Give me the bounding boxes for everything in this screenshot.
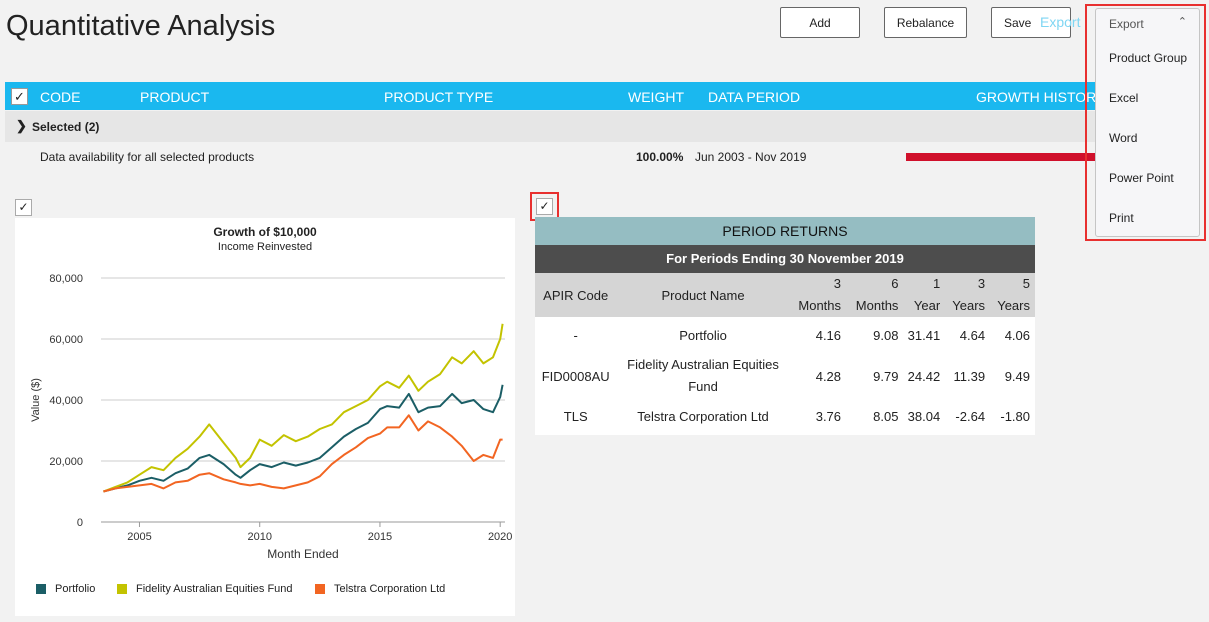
col-period: 6 Months — [846, 273, 904, 317]
legend-item-telstra[interactable]: Telstra Corporation Ltd — [315, 583, 445, 595]
return-cell: 31.41 — [903, 317, 946, 354]
export-button[interactable]: Export — [1040, 14, 1081, 30]
apir-cell: FID0008AU — [535, 354, 617, 398]
series-fidelity-line — [103, 323, 504, 493]
export-product-group[interactable]: Product Group — [1109, 51, 1188, 65]
legend-label: Telstra Corporation Ltd — [334, 583, 446, 595]
y-tick-label: 60,000 — [49, 334, 83, 346]
y-axis-label: Value ($) — [30, 378, 42, 422]
table-row: FID0008AU Fidelity Australian Equities F… — [535, 354, 1035, 398]
col-growth-history[interactable]: GROWTH HISTORY — [976, 89, 1106, 105]
export-dropdown: Export ⌃ Product Group Excel Word Power … — [1095, 8, 1200, 237]
page-title: Quantitative Analysis — [6, 10, 276, 42]
legend-swatch — [117, 584, 127, 594]
return-cell: 24.42 — [903, 354, 946, 398]
selected-group-label: Selected (2) — [32, 120, 100, 134]
x-tick-label: 2015 — [368, 531, 392, 543]
legend-swatch — [36, 584, 46, 594]
selected-group-row[interactable]: ❯ Selected (2) — [5, 111, 1115, 142]
product-cell: Portfolio — [616, 317, 790, 354]
growth-chart: Growth of $10,000 Income Reinvested 80,0… — [15, 218, 515, 616]
return-cell: 4.06 — [990, 317, 1035, 354]
legend-label: Portfolio — [55, 583, 96, 595]
period-returns-card: PERIOD RETURNS For Periods Ending 30 Nov… — [535, 217, 1035, 435]
legend-item-fidelity[interactable]: Fidelity Australian Equities Fund — [117, 583, 293, 595]
x-tick-label: 2005 — [127, 531, 151, 543]
col-code[interactable]: CODE — [40, 89, 81, 105]
return-cell: -1.80 — [990, 398, 1035, 435]
return-cell: 8.05 — [846, 398, 904, 435]
growth-history-bar — [906, 153, 1096, 161]
col-product-type[interactable]: PRODUCT TYPE — [384, 89, 494, 105]
col-data-period[interactable]: DATA PERIOD — [708, 89, 801, 105]
legend-label: Fidelity Australian Equities Fund — [136, 583, 293, 595]
return-cell: 4.64 — [945, 317, 991, 354]
select-all-checkbox[interactable]: ✓ — [11, 88, 28, 105]
col-weight[interactable]: WEIGHT — [628, 89, 684, 105]
add-button[interactable]: Add — [780, 7, 860, 38]
col-period: 3 Years — [945, 273, 991, 317]
table-header: ✓ CODE PRODUCT PRODUCT TYPE WEIGHT DATA … — [5, 82, 1115, 110]
return-cell: 9.08 — [846, 317, 904, 354]
export-excel[interactable]: Excel — [1109, 91, 1139, 105]
return-cell: 9.79 — [846, 354, 904, 398]
y-tick-label: 80,000 — [49, 273, 83, 285]
y-tick-label: 40,000 — [49, 395, 83, 407]
product-cell: Telstra Corporation Ltd — [616, 398, 790, 435]
series-portfolio-line — [103, 384, 504, 493]
col-period: 1 Year — [903, 273, 946, 317]
series-telstra-line — [103, 414, 503, 493]
period-returns-subtitle: For Periods Ending 30 November 2019 — [535, 245, 1035, 273]
period-returns-table: APIR Code Product Name 3 Months 6 Months 1… — [535, 273, 1035, 435]
rebalance-button[interactable]: Rebalance — [884, 7, 967, 38]
export-word[interactable]: Word — [1109, 131, 1138, 145]
return-cell: 3.76 — [789, 398, 847, 435]
product-cell: Fidelity Australian Equities Fund — [616, 354, 790, 398]
availability-label: Data availability for all selected produ… — [40, 150, 255, 164]
col-period: 3 Months — [789, 273, 847, 317]
returns-checkbox[interactable]: ✓ — [536, 198, 553, 215]
chevron-up-icon[interactable]: ⌃ — [1177, 16, 1187, 28]
export-print[interactable]: Print — [1109, 211, 1134, 225]
chevron-right-icon[interactable]: ❯ — [16, 118, 27, 133]
availability-period: Jun 2003 - Nov 2019 — [695, 150, 807, 164]
return-cell: 11.39 — [945, 354, 991, 398]
availability-pct: 100.00% — [636, 150, 684, 164]
export-dropdown-header[interactable]: Export — [1109, 17, 1144, 31]
chart-title: Growth of $10,000 — [213, 225, 317, 239]
apir-cell: - — [535, 317, 617, 354]
return-cell: 38.04 — [903, 398, 946, 435]
chart-plot: 80,000 60,000 40,000 20,000 0 2005 2010 2015 202… — [30, 273, 512, 561]
table-row: TLS Telstra Corporation Ltd 3.76 8.05 38… — [535, 398, 1035, 435]
x-axis-label: Month Ended — [267, 547, 338, 561]
chart-subtitle: Income Reinvested — [217, 241, 313, 253]
col-product[interactable]: PRODUCT — [140, 89, 210, 105]
return-cell: -2.64 — [945, 398, 991, 435]
y-tick-label: 0 — [77, 517, 83, 529]
save-button[interactable]: Save — [991, 7, 1071, 38]
col-apir-code: APIR Code — [535, 273, 617, 317]
return-cell: 4.28 — [789, 354, 847, 398]
x-tick-label: 2010 — [247, 531, 271, 543]
table-row: - Portfolio 4.16 9.08 31.41 4.64 4.06 — [535, 317, 1035, 354]
export-highlight — [1085, 4, 1206, 241]
y-tick-label: 20,000 — [49, 456, 83, 468]
legend-item-portfolio[interactable]: Portfolio — [36, 583, 95, 595]
legend-swatch — [315, 584, 325, 594]
chart-checkbox[interactable]: ✓ — [15, 199, 32, 216]
col-product-name: Product Name — [616, 273, 790, 317]
col-period: 5 Years — [990, 273, 1035, 317]
return-cell: 9.49 — [990, 354, 1035, 398]
x-tick-label: 2020 — [488, 531, 512, 543]
return-cell: 4.16 — [789, 317, 847, 354]
apir-cell: TLS — [535, 398, 617, 435]
period-returns-title: PERIOD RETURNS — [535, 217, 1035, 245]
export-power-point[interactable]: Power Point — [1109, 171, 1174, 185]
